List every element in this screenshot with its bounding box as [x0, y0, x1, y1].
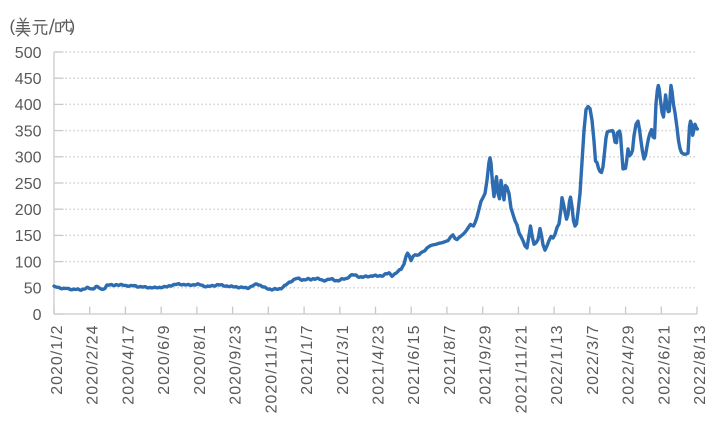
svg-text:2020/4/17: 2020/4/17	[120, 325, 137, 405]
svg-text:0: 0	[33, 307, 42, 324]
svg-text:350: 350	[15, 123, 42, 140]
svg-text:150: 150	[15, 228, 42, 245]
svg-text:(: (	[10, 17, 16, 36]
svg-text:2021/3/1: 2021/3/1	[335, 325, 352, 395]
svg-text:2020/1/2: 2020/1/2	[49, 325, 66, 395]
svg-text:2020/11/15: 2020/11/15	[263, 325, 280, 414]
svg-text:2020/2/24: 2020/2/24	[85, 325, 102, 405]
svg-text:450: 450	[15, 71, 42, 88]
svg-text:200: 200	[15, 202, 42, 219]
svg-text:2020/8/1: 2020/8/1	[192, 325, 209, 395]
svg-text:2021/9/29: 2021/9/29	[478, 325, 495, 405]
svg-text:2021/8/7: 2021/8/7	[442, 325, 459, 395]
svg-text:50: 50	[24, 281, 42, 298]
svg-text:2022/4/29: 2022/4/29	[621, 325, 638, 405]
svg-text:2022/1/13: 2022/1/13	[549, 325, 566, 405]
svg-text:2022/3/7: 2022/3/7	[585, 325, 602, 395]
svg-text:2020/6/9: 2020/6/9	[156, 325, 173, 395]
svg-text:500: 500	[15, 45, 42, 62]
svg-text:2022/6/21: 2022/6/21	[656, 325, 673, 405]
svg-text:100: 100	[15, 254, 42, 271]
svg-text:): )	[70, 17, 76, 36]
svg-text:250: 250	[15, 176, 42, 193]
svg-text:2021/1/7: 2021/1/7	[299, 325, 316, 395]
svg-text:2021/4/23: 2021/4/23	[371, 325, 388, 405]
svg-text:400: 400	[15, 97, 42, 114]
svg-text:2022/8/13: 2022/8/13	[692, 325, 709, 405]
svg-text:2021/11/21: 2021/11/21	[513, 325, 530, 414]
svg-text:2020/9/23: 2020/9/23	[228, 325, 245, 405]
svg-text:2021/6/15: 2021/6/15	[406, 325, 423, 405]
svg-text:300: 300	[15, 150, 42, 167]
